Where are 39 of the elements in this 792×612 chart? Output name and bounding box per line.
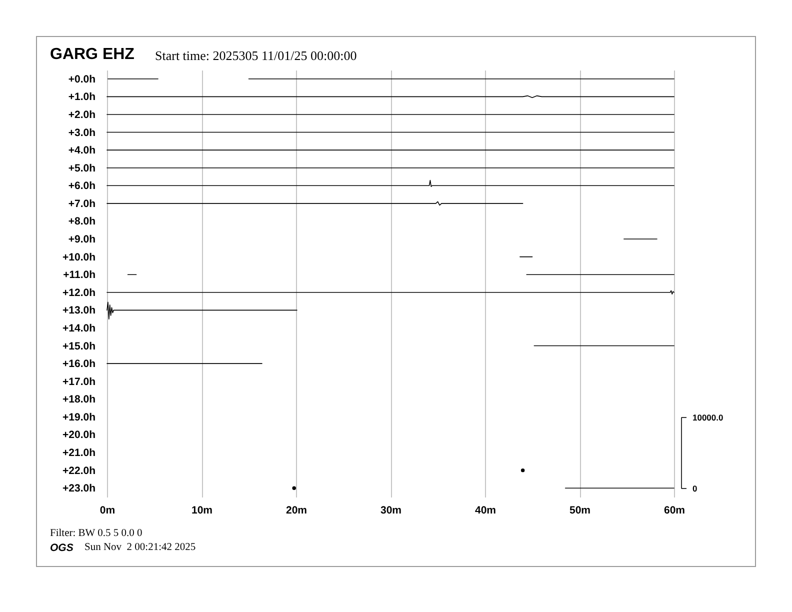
x-tick-label: 20m — [286, 504, 308, 516]
y-tick-label: +4.0h — [68, 144, 96, 157]
text: Filter: BW 0.5 5 0.0 0 — [50, 528, 142, 540]
y-tick-label: +5.0h — [68, 162, 96, 174]
y-tick-label: +13.0h — [62, 304, 96, 317]
line-series — [106, 302, 298, 320]
y-tick-label: +15.0h — [62, 340, 96, 352]
y-tick-label: +1.0h — [68, 91, 96, 104]
y-tick-label: +16.0h — [62, 358, 96, 370]
y-tick-label: +9.0h — [68, 234, 96, 246]
y-tick-label: +17.0h — [62, 376, 96, 388]
y-tick-label: +10.0h — [62, 251, 96, 264]
y-tick-label: +12.0h — [62, 286, 96, 299]
y-tick-label: +2.0h — [68, 108, 96, 121]
x-tick-label: 50m — [569, 504, 591, 516]
text: Sun Nov 2 00:21:42 2025 — [84, 542, 196, 553]
y-tick-label: +22.0h — [62, 464, 96, 477]
y-tick-label: +20.0h — [62, 429, 96, 442]
chart-title: GARG EHZ — [50, 46, 134, 63]
x-tick-label: 60m — [664, 504, 686, 516]
x-tick-label: 40m — [474, 504, 496, 516]
y-tick-label: +21.0h — [62, 447, 96, 460]
y2-tick-label: 10000.0 — [692, 412, 724, 422]
x-tick-label: 30m — [380, 504, 402, 516]
y-tick-label: +8.0h — [68, 216, 96, 228]
y-tick-label: +18.0h — [62, 394, 96, 406]
y-tick-label: +11.0h — [63, 269, 96, 282]
text: OGS — [50, 542, 74, 554]
y2-tick-label: 0 — [692, 484, 698, 494]
y-tick-label: +23.0h — [62, 482, 96, 495]
y-tick-label: +19.0h — [62, 411, 96, 424]
x-tick-label: 0m — [100, 504, 116, 516]
y-tick-label: +3.0h — [68, 126, 96, 139]
chart-subtitle: Start time: 2025305 11/01/25 00:00:00 — [155, 48, 357, 63]
y-tick-label: +7.0h — [68, 198, 96, 210]
y-tick-label: +14.0h — [62, 322, 96, 334]
x-tick-label: 10m — [191, 504, 213, 516]
y-tick-label: +6.0h — [68, 180, 96, 192]
y-tick-label: +0.0h — [68, 73, 96, 86]
